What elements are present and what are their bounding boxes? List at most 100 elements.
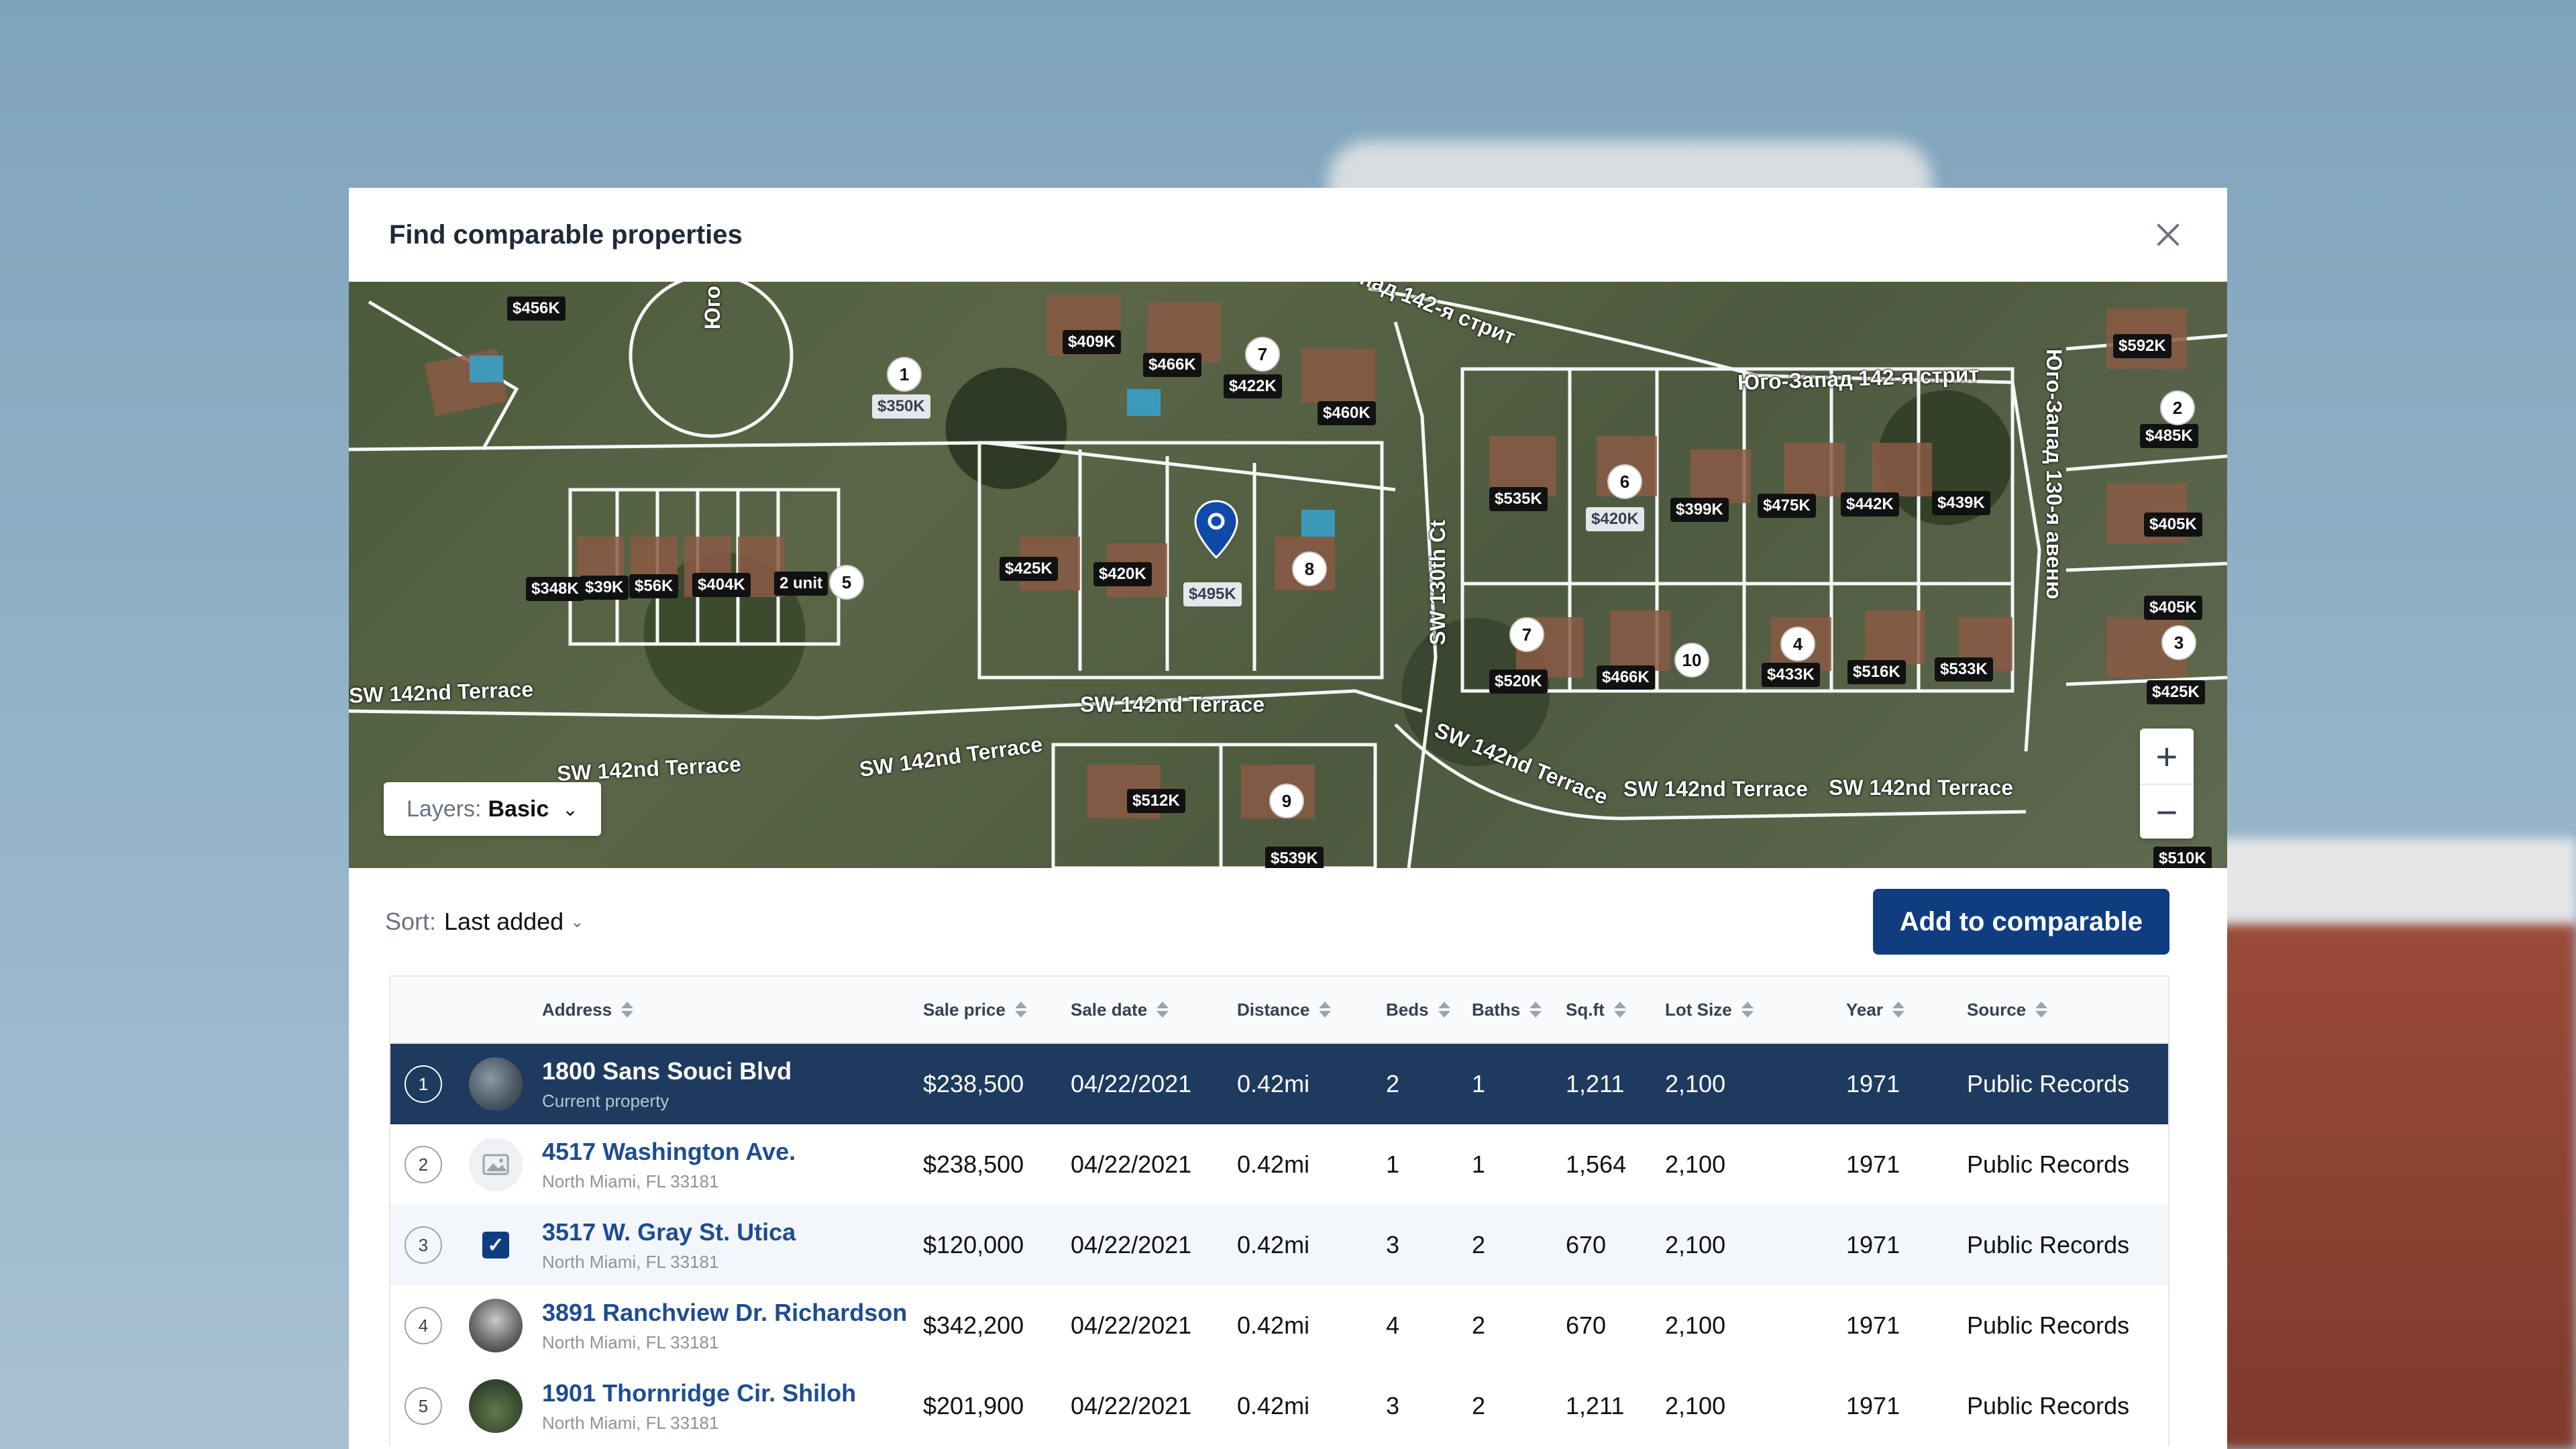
price-tag[interactable]: $535K [1489,487,1548,511]
image-placeholder-icon [469,1138,523,1191]
column-header-baths[interactable]: Baths [1472,1000,1566,1020]
modal-title: Find comparable properties [389,219,743,250]
map-marker-number[interactable]: 1 [887,357,922,392]
row-baths: 2 [1472,1392,1486,1419]
row-baths: 2 [1472,1311,1486,1339]
column-header-sqft[interactable]: Sq.ft [1566,1000,1665,1020]
sort-icon [1319,1002,1332,1018]
column-header-price[interactable]: Sale price [923,1000,1071,1020]
row-address[interactable]: 3517 W. Gray St. Utica [542,1218,796,1246]
map-marker-number[interactable]: 7 [1245,337,1280,372]
price-tag[interactable]: $425K [2147,680,2205,704]
price-tag[interactable]: $404K [692,573,751,597]
map-marker-number[interactable]: 9 [1269,784,1304,818]
street-label: SW 142nd Terrace [1623,777,1809,801]
table-row[interactable]: 4 3891 Ranchview Dr. Richardson North Mia… [390,1285,2168,1366]
layers-label: Layers: [407,796,482,822]
map-marker-number[interactable]: 5 [829,565,864,600]
row-sqft: 670 [1566,1231,1607,1258]
property-thumbnail [469,1379,523,1433]
price-tag[interactable]: $433K [1762,663,1820,687]
row-date: 04/22/2021 [1071,1392,1192,1419]
row-checkbox[interactable]: ✓ [482,1232,509,1258]
price-tag[interactable]: $533K [1935,657,1993,682]
row-distance: 0.42mi [1237,1150,1310,1178]
table-row[interactable]: 1 1800 Sans Souci Blvd Current property $… [390,1044,2168,1124]
column-header-lot[interactable]: Lot Size [1665,1000,1846,1020]
map-marker-number[interactable]: 6 [1607,464,1642,499]
price-tag[interactable]: $485K [2140,424,2198,448]
price-tag[interactable]: $399K [1670,498,1729,522]
layers-dropdown[interactable]: Layers: Basic ⌄ [384,782,601,836]
price-tag[interactable]: $510K [2153,847,2212,868]
row-lot: 2,100 [1665,1150,1726,1178]
zoom-out-button[interactable]: − [2140,784,2194,839]
row-lot: 2,100 [1665,1311,1726,1339]
price-tag[interactable]: $520K [1489,669,1548,694]
price-tag[interactable]: $422K [1224,374,1282,398]
street-label: Юго [700,285,725,330]
price-tag[interactable]: $‍39K [580,576,629,600]
map-marker-number[interactable]: 10 [1674,643,1709,678]
chevron-down-icon: ⌄ [570,912,584,931]
table-row[interactable]: 5 1901 Thornridge Cir. Shiloh North Miami… [390,1366,2168,1446]
map-marker-number[interactable]: 3 [2161,625,2196,660]
row-address[interactable]: 1800 Sans Souci Blvd [542,1057,792,1085]
price-tag[interactable]: $460K [1318,401,1376,425]
row-year: 1971 [1846,1311,1900,1339]
zoom-in-button[interactable]: + [2155,735,2178,777]
row-address[interactable]: 1901 Thornridge Cir. Shiloh [542,1379,857,1407]
column-header-year[interactable]: Year [1846,1000,1967,1020]
row-date: 04/22/2021 [1071,1231,1192,1258]
row-address[interactable]: 4517 Washington Ave. [542,1137,796,1165]
price-tag[interactable]: $350K [872,394,930,419]
price-tag[interactable]: $425K [1000,557,1058,581]
table-row[interactable]: 2 4517 Washington Ave. North Miami, FL 33… [390,1124,2168,1205]
satellite-map[interactable]: SW 142nd Terrace SW 142nd Terrace SW 142… [349,282,2227,868]
price-tag[interactable]: $409K [1063,330,1121,354]
price-tag[interactable]: $420K [1586,507,1644,531]
map-marker-number[interactable]: 8 [1292,551,1327,586]
map-marker-number[interactable]: 2 [2160,390,2195,425]
close-icon[interactable] [2149,216,2187,254]
sort-dropdown[interactable]: Sort: Last added ⌄ [385,908,584,936]
price-tag[interactable]: $442K [1841,492,1899,517]
current-property-pin-icon[interactable] [1193,500,1240,560]
price-tag[interactable]: $512K [1127,789,1185,813]
add-to-comparable-button[interactable]: Add to comparable [1872,889,2169,955]
row-price: $342,200 [923,1311,1024,1339]
header-label: Address [542,999,612,1020]
price-tag[interactable]: $592K [2113,334,2171,358]
price-tag[interactable]: $475K [1758,494,1816,518]
sort-icon [1529,1002,1542,1018]
column-header-date[interactable]: Sale date [1071,1000,1237,1020]
map-marker-number[interactable]: 4 [1780,627,1815,661]
column-header-distance[interactable]: Distance [1237,1000,1386,1020]
price-tag[interactable]: $539K [1265,847,1324,868]
price-tag[interactable]: $456K [507,297,566,321]
row-address[interactable]: 3891 Ranchview Dr. Richardson [542,1298,908,1326]
row-index: 5 [405,1387,442,1425]
price-tag[interactable]: $405K [2144,596,2202,620]
price-tag[interactable]: $516K [1847,660,1906,684]
row-year: 1971 [1846,1231,1900,1258]
sort-icon [1613,1002,1626,1018]
column-header-beds[interactable]: Beds [1386,1000,1472,1020]
price-tag[interactable]: 2 unit [774,572,828,596]
price-tag[interactable]: $466K [1597,665,1655,690]
price-tag[interactable]: $‍56K [629,574,679,598]
column-header-address[interactable]: Address [535,1000,923,1020]
map-marker-number[interactable]: 7 [1509,617,1544,652]
header-label: Sale price [923,999,1006,1020]
price-tag[interactable]: $420K [1093,562,1152,586]
column-header-source[interactable]: Source [1967,1000,2168,1020]
price-tag[interactable]: $495K [1183,582,1242,606]
background-building [2200,839,2576,1449]
header-label: Sale date [1071,999,1148,1020]
price-tag[interactable]: $405K [2144,513,2202,537]
row-distance: 0.42mi [1237,1070,1310,1097]
price-tag[interactable]: $466K [1143,353,1201,377]
table-row[interactable]: 3 ✓ 3517 W. Gray St. Utica North Miami, F… [390,1205,2168,1285]
price-tag[interactable]: $439K [1932,491,1990,515]
price-tag[interactable]: $348K [526,577,584,601]
